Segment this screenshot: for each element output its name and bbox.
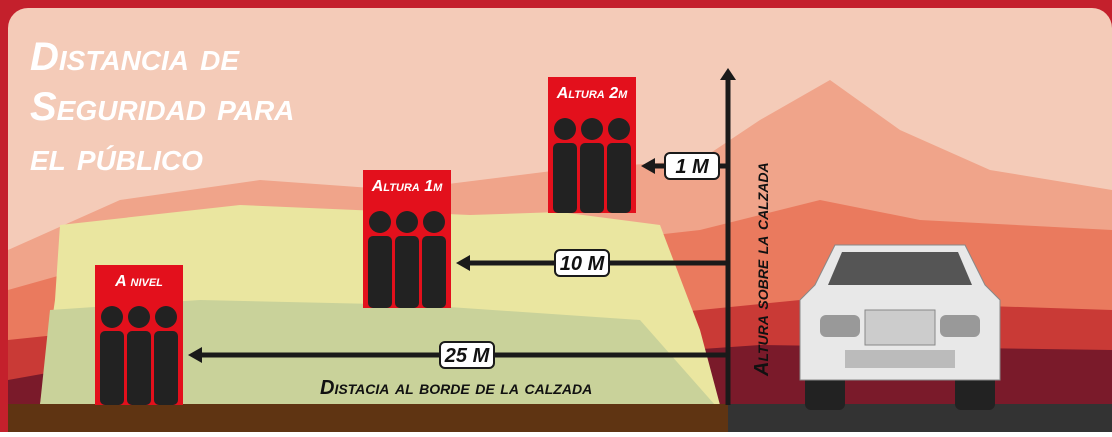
person-body: [422, 236, 446, 308]
person-head: [554, 118, 576, 140]
person-head: [369, 211, 391, 233]
ground: [8, 404, 728, 432]
vertical-label: Altura sobre la calzada: [751, 162, 773, 377]
person-head: [155, 306, 177, 328]
horizontal-label: Distacia al borde de la calzada: [320, 377, 592, 399]
person-body: [127, 331, 151, 405]
road: [728, 404, 1112, 432]
person-body: [580, 143, 604, 213]
person-body: [368, 236, 392, 308]
person-body: [100, 331, 124, 405]
person-head: [101, 306, 123, 328]
person-body: [553, 143, 577, 213]
title-line: Distancia de: [30, 35, 240, 79]
infographic: Distancia de Seguridad para el público A…: [0, 0, 1112, 432]
person-head: [396, 211, 418, 233]
person-head: [581, 118, 603, 140]
person-body: [607, 143, 631, 213]
person-head: [423, 211, 445, 233]
title-line: Seguridad para: [30, 85, 294, 129]
person-body: [154, 331, 178, 405]
person-head: [608, 118, 630, 140]
person-head: [128, 306, 150, 328]
group-label: Altura 2m: [556, 85, 628, 102]
group-label: Altura 1m: [371, 178, 443, 195]
distance-label: 10 M: [560, 253, 606, 275]
title-line: el público: [30, 135, 203, 179]
distance-label: 1 M: [675, 156, 710, 178]
person-body: [395, 236, 419, 308]
distance-label: 25 M: [444, 345, 491, 367]
group-label: A nivel: [114, 273, 163, 290]
